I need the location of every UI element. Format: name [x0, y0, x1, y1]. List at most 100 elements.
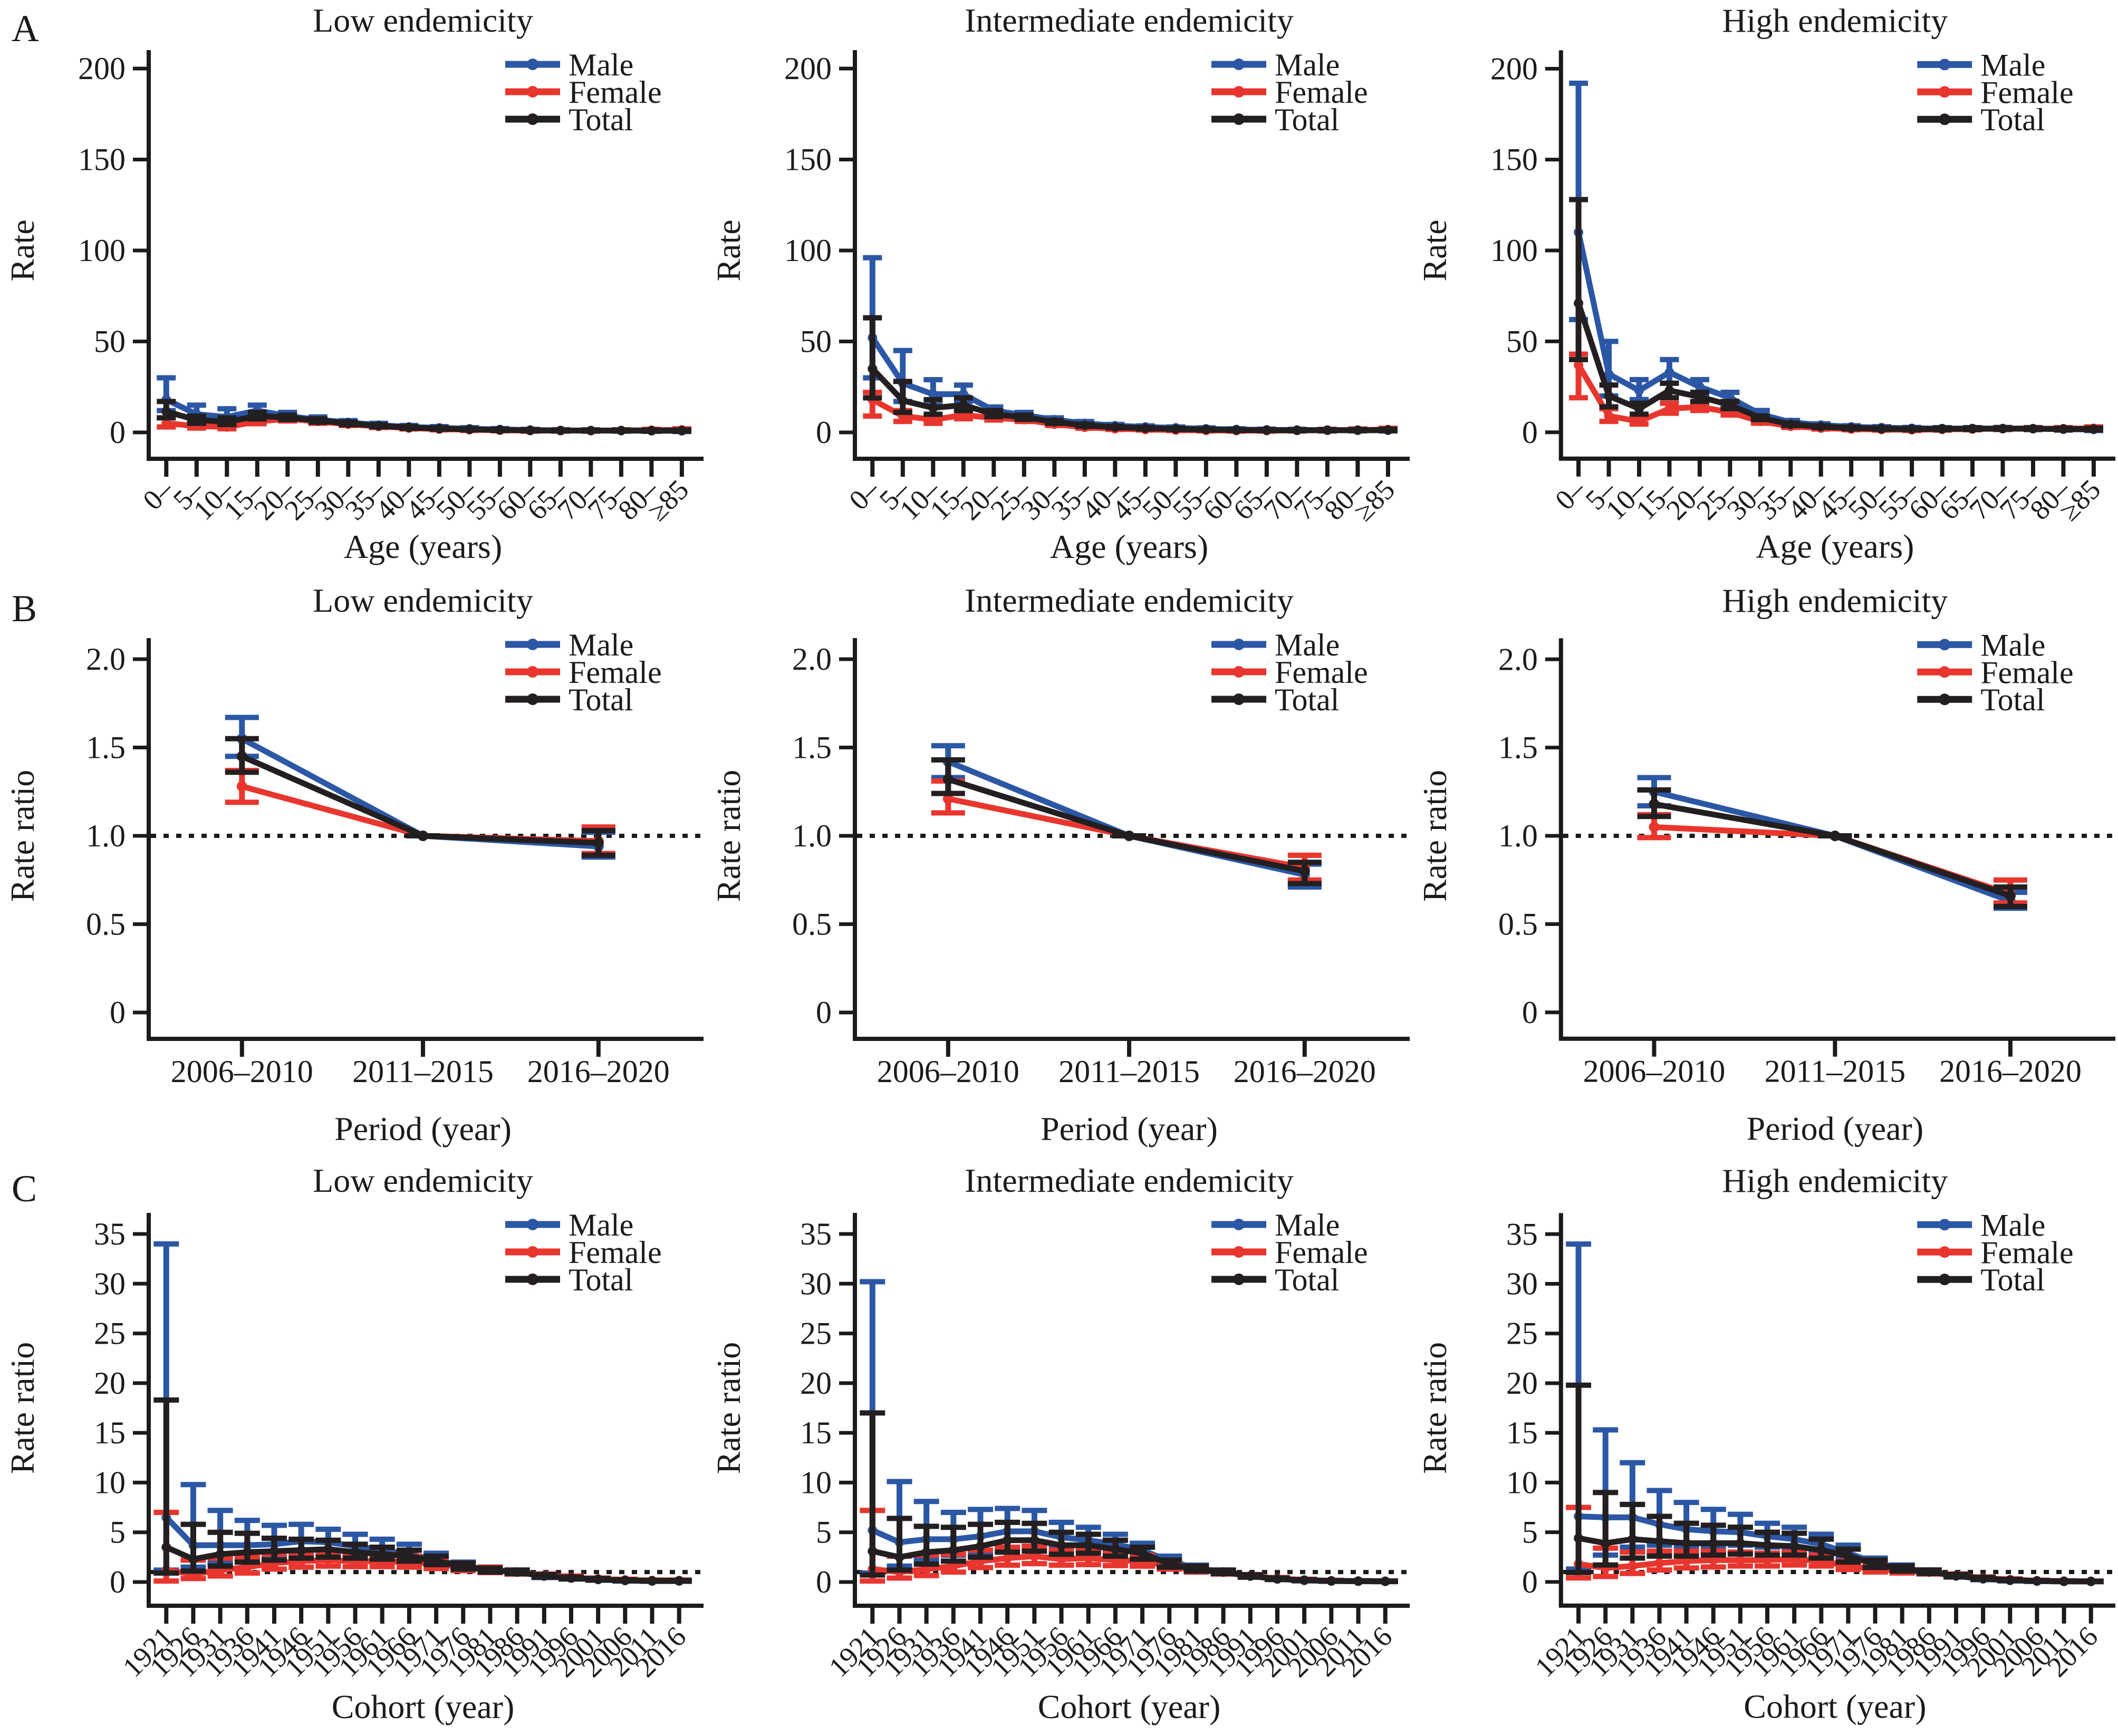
y-tick-label: 1.0	[86, 818, 126, 853]
y-axis-ticks: 0 50 100 150 200	[1490, 51, 1561, 450]
y-tick-label: 100	[1490, 233, 1538, 268]
legend-label-male: Male	[1980, 1208, 2045, 1242]
y-tick-label: 10	[1506, 1465, 1538, 1500]
y-axis-title: Rate ratio	[1416, 770, 1453, 902]
y-tick-label: 1.5	[86, 730, 126, 765]
panel-title: Low endemicity	[313, 582, 533, 619]
y-tick-label: 5	[816, 1515, 832, 1550]
y-axis-title: Rate ratio	[4, 770, 41, 902]
y-tick-label: 2.0	[792, 642, 832, 677]
legend-label-total: Total	[1980, 1262, 2045, 1297]
y-tick-label: 0.5	[1498, 906, 1538, 941]
y-axis-title: Rate	[1416, 219, 1453, 281]
axes	[147, 50, 704, 461]
panel-title: High endemicity	[1722, 2, 1948, 39]
y-tick-label: 0	[1522, 415, 1538, 450]
chart-C-high: High endemicity 0 5 10 15 20 25 30 35 19211926193…	[1416, 1162, 2116, 1725]
legend-label-female: Female	[569, 75, 662, 110]
x-tick-label: 2011–2015	[352, 1054, 494, 1089]
y-tick-label: 30	[800, 1266, 832, 1301]
row-label-C: C	[12, 1168, 37, 1210]
series-total	[157, 399, 691, 436]
y-tick-label: 35	[94, 1217, 126, 1251]
x-tick-label: 2011–2015	[1765, 1054, 1906, 1089]
y-tick-label: 50	[94, 324, 126, 359]
y-tick-label: 0	[816, 1565, 832, 1599]
y-tick-label: 0	[110, 995, 126, 1030]
y-tick-label: 1.5	[1498, 730, 1538, 765]
y-tick-label: 5	[110, 1515, 126, 1550]
y-tick-label: 30	[1506, 1267, 1538, 1301]
y-tick-label: 150	[78, 142, 126, 177]
y-tick-label: 1.0	[1498, 818, 1538, 853]
y-tick-label: 25	[1506, 1316, 1538, 1351]
y-tick-label: 10	[800, 1465, 832, 1500]
x-axis-ticks: 1921192619311936194119461951195619611966…	[823, 1606, 1398, 1683]
legend-label-male: Male	[1980, 47, 2045, 82]
legend-label-total: Total	[1275, 1262, 1339, 1297]
legend-label-total: Total	[569, 1262, 633, 1297]
chart-A-low: A Low endemicity 0 50 100 150 200 0–5–10–15–20–…	[4, 2, 704, 565]
y-tick-label: 0	[816, 415, 832, 450]
panel-title: Intermediate endemicity	[965, 1162, 1294, 1199]
series-male	[1637, 775, 2027, 911]
x-axis-ticks: 0–5–10–15–20–25–30–35–40–45–50–55–60–65–…	[1549, 458, 2106, 527]
x-axis-title: Period (year)	[1747, 1110, 1924, 1147]
y-tick-label: 25	[800, 1316, 832, 1351]
x-axis-ticks: 0–5–10–15–20–25–30–35–40–45–50–55–60–65–…	[843, 459, 1401, 527]
series-total	[1569, 197, 2103, 434]
y-axis-ticks: 0 0.5 1.0 1.5 2.0	[792, 642, 855, 1030]
panel-title: Intermediate endemicity	[965, 2, 1294, 39]
x-axis-title: Age (years)	[344, 528, 502, 565]
x-tick-label: 2006–2010	[1583, 1054, 1726, 1089]
y-axis-ticks: 0 0.5 1.0 1.5 2.0	[86, 642, 149, 1030]
axes	[853, 1213, 1410, 1608]
y-tick-label: 2.0	[86, 642, 126, 677]
series-female	[1637, 812, 2027, 906]
y-axis-ticks: 0 5 10 15 20 25 30 35	[800, 1217, 855, 1599]
axes	[853, 50, 1410, 461]
y-axis-title: Rate ratio	[1416, 1342, 1453, 1474]
y-tick-label: 200	[78, 51, 126, 86]
legend-label-total: Total	[1275, 102, 1339, 137]
y-tick-label: 100	[784, 233, 832, 268]
series-total	[863, 315, 1398, 435]
legend-label-female: Female	[1275, 1235, 1368, 1270]
x-axis-title: Cohort (year)	[332, 1688, 515, 1725]
series-total	[1637, 787, 2027, 909]
series-total	[860, 1410, 1398, 1586]
panel-A-intermediate-endemicity: Intermediate endemicity 0 50 100 150 200 0– 5– 1…	[706, 0, 1412, 580]
y-tick-label: 50	[1506, 324, 1538, 359]
y-tick-label: 35	[800, 1217, 832, 1251]
legend-label-female: Female	[1275, 75, 1368, 110]
x-tick-label: 2016–2020	[1939, 1054, 2082, 1089]
panel-C-low-endemicity: C Low endemicity 0 5 10 15 20 25 30 35 1921 1926 193…	[0, 1160, 706, 1736]
y-tick-label: 0	[110, 1565, 126, 1599]
x-axis-title: Cohort (year)	[1744, 1688, 1926, 1725]
legend-label-female: Female	[569, 655, 662, 690]
legend-label-female: Female	[569, 1235, 662, 1270]
chart-C-low: C Low endemicity 0 5 10 15 20 25 30 35 19211926193…	[4, 1162, 704, 1725]
x-tick-label: 2016–2020	[1234, 1054, 1376, 1089]
y-tick-label: 5	[1522, 1515, 1538, 1550]
x-axis-ticks: 2006–2010 2011–2015 2016–2020	[171, 1039, 670, 1089]
panel-B-low-endemicity: B Low endemicity 0 0.5 1.0 1.5 2.0 2006–2010 201…	[0, 580, 706, 1160]
series-female	[1569, 351, 2103, 435]
series-female	[153, 1510, 692, 1586]
x-tick-label: 2006–2010	[877, 1054, 1019, 1089]
y-tick-label: 1.0	[792, 818, 832, 853]
y-axis-ticks: 0 5 10 15 20 25 30 35	[1506, 1217, 1561, 1599]
legend-label-male: Male	[1275, 1208, 1340, 1242]
legend-label-total: Total	[1980, 102, 2045, 137]
legend-label-total: Total	[1275, 682, 1339, 717]
y-tick-label: 0	[816, 995, 832, 1030]
y-tick-label: 0.5	[792, 907, 832, 942]
legend-label-male: Male	[569, 628, 633, 662]
y-axis-title: Rate	[4, 219, 41, 281]
chart-A-intermediate: Intermediate endemicity 0 50 100 150 200 0–5–1…	[710, 2, 1410, 565]
